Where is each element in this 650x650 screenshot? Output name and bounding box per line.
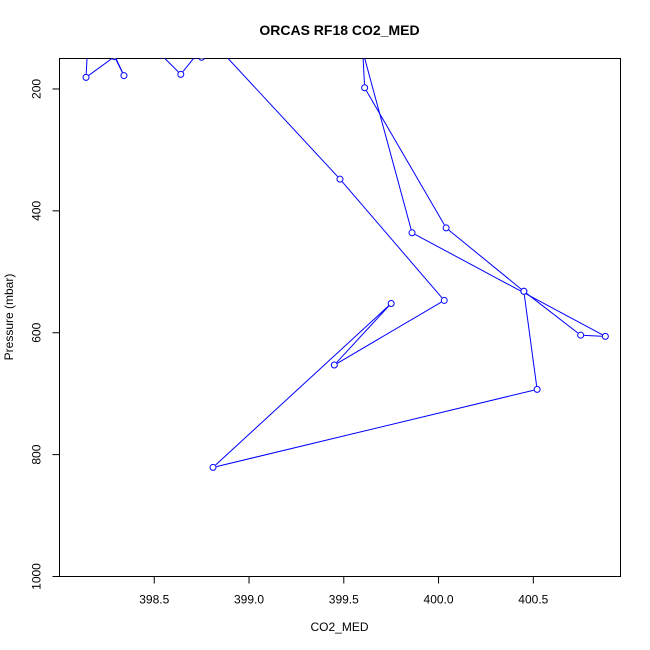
data-point — [194, 58, 198, 59]
x-tick-label: 399.5 — [329, 593, 359, 607]
series-segment — [584, 334, 602, 337]
series-segment — [362, 58, 365, 85]
series-segment — [88, 58, 112, 76]
x-axis-label: CO2_MED — [310, 620, 368, 634]
y-axis: 200 400 600 800 1000 — [30, 79, 60, 590]
data-point — [442, 224, 450, 232]
data-point — [361, 84, 369, 92]
plot-frame — [59, 58, 621, 577]
plot-area — [82, 37, 609, 471]
series-segment — [341, 181, 443, 299]
series-segment — [336, 305, 390, 363]
x-axis: 398.5 399.0 399.5 400.0 400.5 — [139, 576, 549, 607]
x-tick-label: 400.5 — [518, 593, 548, 607]
x-tick-label: 400.0 — [424, 593, 454, 607]
series-segment — [448, 229, 522, 290]
series-segment — [115, 58, 123, 73]
data-point — [160, 58, 164, 59]
x-tick-label: 399.0 — [234, 593, 264, 607]
y-tick-label: 400 — [30, 201, 44, 221]
series-segment — [116, 51, 158, 55]
series-segment — [216, 389, 534, 468]
data-point — [440, 296, 448, 304]
series-segment — [523, 294, 538, 387]
data-point — [408, 229, 416, 237]
series-segment — [203, 43, 209, 54]
data-point — [110, 48, 116, 54]
data-point — [198, 58, 205, 61]
data-point — [177, 70, 185, 78]
chart-title: ORCAS RF18 CO2_MED — [259, 22, 419, 38]
series-segment — [215, 305, 389, 466]
data-point — [387, 299, 395, 307]
data-point — [601, 332, 609, 340]
data-point — [120, 72, 128, 80]
data-point — [577, 331, 585, 339]
series-segment — [414, 234, 603, 336]
data-point — [533, 385, 541, 393]
y-tick-label: 600 — [30, 322, 44, 342]
data-point — [208, 37, 214, 43]
y-tick-label: 1000 — [30, 563, 44, 590]
series-segment — [526, 293, 579, 334]
data-point — [336, 175, 344, 183]
data-point — [209, 463, 217, 471]
data-point — [85, 38, 91, 44]
x-tick-label: 398.5 — [139, 593, 169, 607]
series-segment — [164, 58, 179, 73]
series-segment — [182, 58, 195, 72]
series-segment — [364, 58, 412, 230]
y-axis-label: Pressure (mbar) — [2, 274, 16, 361]
data-point — [360, 48, 366, 54]
y-tick-label: 800 — [30, 444, 44, 464]
y-tick-label: 200 — [30, 79, 44, 99]
data-point — [520, 287, 528, 295]
data-point — [330, 361, 338, 369]
series-segment — [365, 90, 445, 226]
series-segment — [227, 58, 338, 177]
series-segment — [85, 58, 88, 74]
data-point — [111, 58, 118, 61]
data-point — [82, 73, 90, 81]
series-segment — [337, 301, 442, 364]
